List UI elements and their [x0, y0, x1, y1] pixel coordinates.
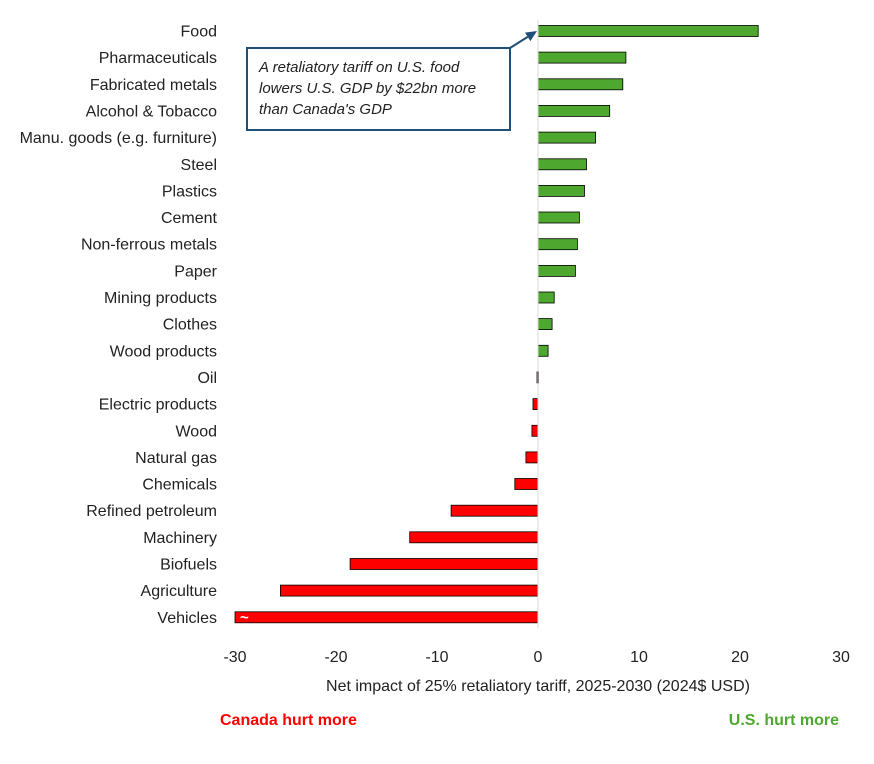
x-tick-labels: -30 -20 -10 0 10 20 30: [223, 649, 850, 666]
category-label: Chemicals: [142, 477, 217, 494]
category-label: Manu. goods (e.g. furniture): [20, 130, 217, 147]
bar-fabricated-metals: [537, 78, 624, 91]
category-label: Wood products: [110, 343, 217, 360]
category-label: Pharmaceuticals: [99, 50, 217, 67]
x-axis-title: Net impact of 25% retaliatory tariff, 20…: [326, 678, 750, 695]
truncated-bar-marker: ~: [240, 609, 249, 626]
annotation-box: [246, 47, 511, 131]
bar-non-ferrous-metals: [537, 238, 578, 251]
category-label: Clothes: [163, 317, 217, 334]
category-label: Paper: [174, 263, 217, 280]
bar-mining-products: [537, 291, 555, 304]
bar-natural-gas: [525, 451, 539, 464]
x-tick-label: 10: [630, 649, 648, 666]
bar-vehicles: [234, 611, 539, 624]
annotation-line-3: than Canada's GDP: [259, 101, 392, 118]
canada-hurt-more-label: Canada hurt more: [220, 712, 357, 729]
annotation-callout: A retaliatory tariff on U.S. food lowers…: [246, 31, 537, 131]
bar-wood-products: [537, 344, 549, 357]
bar-plastics: [537, 184, 585, 197]
category-label: Wood: [175, 423, 217, 440]
x-tick-label: -20: [324, 649, 347, 666]
category-label: Non-ferrous metals: [81, 237, 217, 254]
bar-machinery: [409, 531, 539, 544]
category-label: Cement: [161, 210, 218, 227]
x-tick-label: -30: [223, 649, 246, 666]
category-label: Alcohol & Tobacco: [86, 103, 217, 120]
annotation-arrowhead: [525, 31, 537, 42]
bar-steel: [537, 158, 587, 171]
bar-chemicals: [514, 478, 539, 490]
bar-wood: [531, 424, 539, 437]
x-tick-label: -10: [425, 649, 448, 666]
x-tick-label: 20: [731, 649, 749, 666]
category-label: Natural gas: [135, 450, 217, 467]
category-label: Refined petroleum: [86, 503, 217, 520]
bar-alcohol-tobacco: [537, 105, 611, 117]
bars-group: ~: [234, 25, 759, 626]
annotation-line-2: lowers U.S. GDP by $22bn more: [259, 80, 476, 97]
category-label: Food: [181, 24, 217, 41]
bar-agriculture: [279, 584, 539, 597]
category-label: Fabricated metals: [90, 77, 217, 94]
category-label: Electric products: [99, 397, 217, 414]
x-tick-label: 0: [534, 649, 543, 666]
bar-clothes: [537, 318, 553, 331]
category-label: Steel: [181, 157, 217, 174]
bar-pharmaceuticals: [537, 51, 627, 64]
category-label: Biofuels: [160, 557, 217, 574]
category-label: Vehicles: [157, 610, 217, 627]
category-label: Oil: [197, 370, 217, 387]
bar-food: [537, 25, 759, 37]
category-label: Agriculture: [141, 583, 218, 600]
us-hurt-more-label: U.S. hurt more: [729, 712, 839, 729]
bar-manu-goods-e-g-furniture: [537, 131, 596, 144]
bar-refined-petroleum: [450, 504, 539, 517]
bar-paper: [537, 264, 576, 277]
category-label: Mining products: [104, 290, 217, 307]
x-tick-label: 30: [832, 649, 850, 666]
bar-biofuels: [349, 558, 539, 570]
category-label: Plastics: [162, 183, 217, 200]
annotation-line-1: A retaliatory tariff on U.S. food: [258, 59, 460, 76]
bar-cement: [537, 211, 580, 224]
category-label: Machinery: [143, 530, 217, 547]
bar-electric-products: [532, 398, 539, 411]
category-labels: Food Pharmaceuticals Fabricated metals Alco…: [20, 24, 218, 627]
annotation-arrow: [509, 36, 529, 49]
